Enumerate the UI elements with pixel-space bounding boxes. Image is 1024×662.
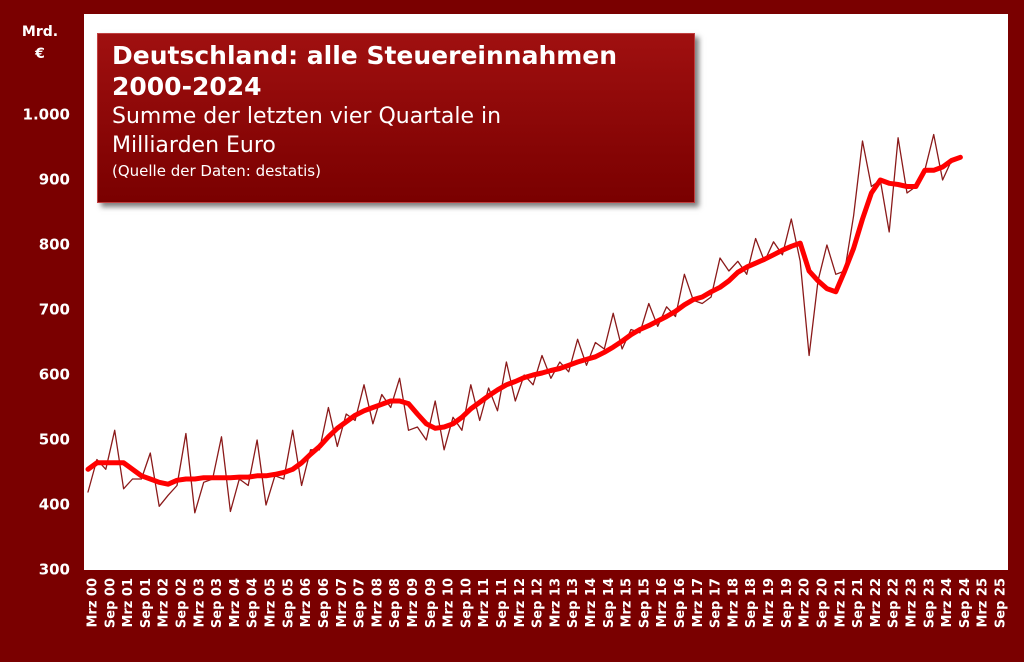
x-tick-label: Mrz 10 bbox=[442, 578, 457, 628]
y-tick-label: 800 bbox=[39, 236, 70, 254]
x-tick-label: Sep 18 bbox=[744, 578, 759, 628]
x-tick-label: Sep 20 bbox=[815, 578, 830, 628]
x-tick-label: Mrz 12 bbox=[513, 578, 528, 628]
x-tick-label: Sep 00 bbox=[103, 578, 118, 628]
x-tick-label: Sep 24 bbox=[958, 578, 973, 628]
x-tick-label: Sep 25 bbox=[994, 578, 1009, 628]
x-tick-label: Sep 09 bbox=[424, 578, 439, 628]
x-tick-label: Mrz 08 bbox=[370, 578, 385, 628]
x-tick-label: Mrz 09 bbox=[406, 578, 421, 628]
x-tick-label: Sep 16 bbox=[673, 578, 688, 628]
chart-title: Deutschland: alle Steuereinnahmen 2000-2… bbox=[112, 41, 618, 101]
y-unit: Mrd. bbox=[22, 24, 58, 40]
y-tick-label: 600 bbox=[39, 366, 70, 384]
x-tick-label: Sep 03 bbox=[210, 578, 225, 628]
x-tick-label: Mrz 23 bbox=[904, 578, 919, 628]
x-tick-label: Sep 19 bbox=[780, 578, 795, 628]
x-tick-label: Mrz 14 bbox=[584, 578, 599, 628]
x-tick-label: Mrz 05 bbox=[264, 578, 279, 628]
y-tick-label: 500 bbox=[39, 431, 70, 449]
x-tick-label: Mrz 16 bbox=[655, 578, 670, 628]
x-tick-label: Sep 23 bbox=[922, 578, 937, 628]
x-tick-label: Sep 14 bbox=[602, 578, 617, 628]
x-tick-label: Sep 17 bbox=[709, 578, 724, 628]
x-tick-label: Sep 01 bbox=[139, 578, 154, 628]
x-tick-label: Mrz 01 bbox=[121, 578, 136, 628]
y-tick-label: 400 bbox=[39, 496, 70, 514]
x-tick-label: Mrz 24 bbox=[940, 578, 955, 628]
x-tick-label: Mrz 04 bbox=[228, 578, 243, 628]
series-line bbox=[85, 154, 963, 487]
x-tick-label: Mrz 20 bbox=[798, 578, 813, 628]
y-tick-label: 700 bbox=[39, 301, 70, 319]
x-tick-label: Sep 07 bbox=[353, 578, 368, 628]
x-tick-label: Mrz 19 bbox=[762, 578, 777, 628]
chart-subtitle: Summe der letzten vier Quartale in Milli… bbox=[112, 104, 502, 158]
x-tick-label: Mrz 02 bbox=[157, 578, 172, 628]
x-tick-label: Mrz 25 bbox=[976, 578, 991, 628]
y-tick-label: 900 bbox=[39, 171, 70, 189]
x-tick-label: Sep 10 bbox=[459, 578, 474, 628]
x-tick-label: Sep 05 bbox=[281, 578, 296, 628]
y-tick-label: 1.000 bbox=[23, 106, 70, 124]
x-tick-label: Mrz 11 bbox=[477, 578, 492, 628]
x-tick-label: Sep 11 bbox=[495, 578, 510, 628]
x-tick-label: Sep 13 bbox=[566, 578, 581, 628]
x-tick-label: Mrz 15 bbox=[620, 578, 635, 628]
x-tick-label: Mrz 03 bbox=[192, 578, 207, 628]
x-tick-label: Sep 21 bbox=[851, 578, 866, 628]
y-unit: € bbox=[34, 46, 45, 62]
x-tick-label: Sep 08 bbox=[388, 578, 403, 628]
x-tick-label: Mrz 21 bbox=[833, 578, 848, 628]
x-tick-label: Sep 02 bbox=[175, 578, 190, 628]
title-box: Deutschland: alle Steuereinnahmen 2000-2… bbox=[97, 33, 695, 203]
x-tick-label: Sep 15 bbox=[637, 578, 652, 628]
x-tick-label: Mrz 22 bbox=[869, 578, 884, 628]
x-tick-label: Mrz 13 bbox=[548, 578, 563, 628]
x-tick-label: Sep 04 bbox=[246, 578, 261, 628]
x-tick-label: Mrz 17 bbox=[691, 578, 706, 628]
x-tick-label: Sep 06 bbox=[317, 578, 332, 628]
x-tick-label: Mrz 06 bbox=[299, 578, 314, 628]
x-tick-label: Sep 12 bbox=[531, 578, 546, 628]
x-tick-label: Mrz 00 bbox=[86, 578, 101, 628]
source: (Quelle der Daten: destatis) bbox=[112, 162, 321, 180]
x-tick-label: Sep 22 bbox=[887, 578, 902, 628]
y-tick-label: 300 bbox=[39, 561, 70, 579]
x-tick-label: Mrz 18 bbox=[726, 578, 741, 628]
x-tick-label: Mrz 07 bbox=[335, 578, 350, 628]
